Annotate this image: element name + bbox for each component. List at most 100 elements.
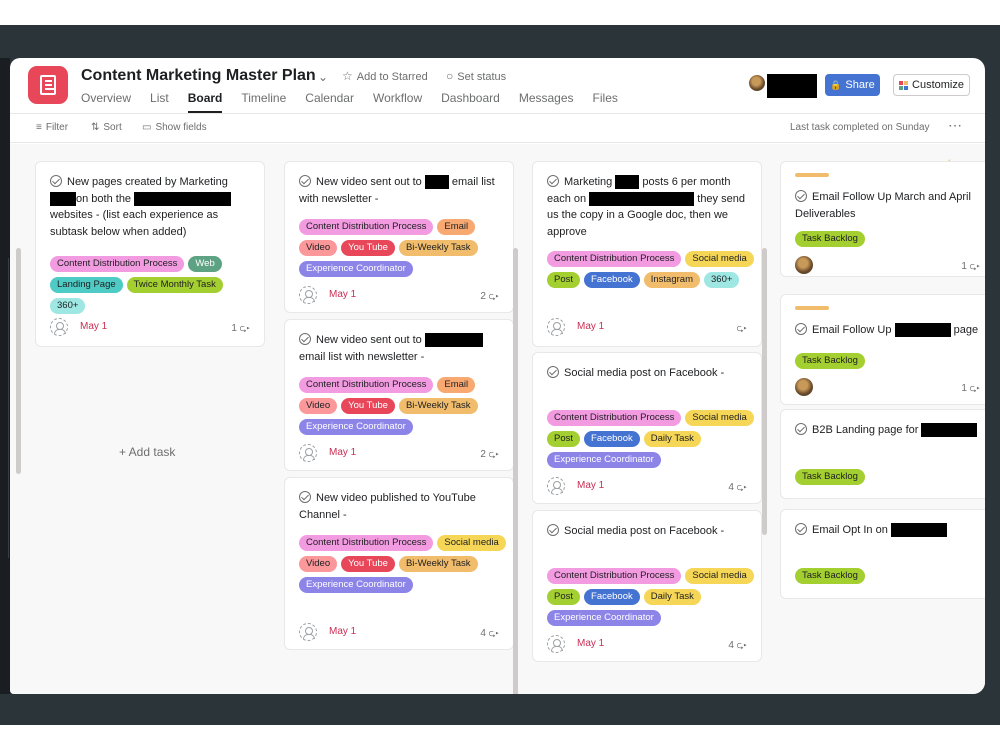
tag-web[interactable]: Web xyxy=(188,256,222,272)
column-scrollbar-youtube[interactable] xyxy=(513,248,518,694)
customize-button[interactable]: Customize xyxy=(893,74,970,96)
task-title[interactable]: Marketing posts 6 per month each on they… xyxy=(547,174,752,240)
tag-daily-task[interactable]: Daily Task xyxy=(643,589,701,605)
task-card[interactable]: New pages created by Marketing on both t… xyxy=(35,161,265,347)
tab-overview[interactable]: Overview xyxy=(81,91,132,105)
tag-video[interactable]: Video xyxy=(299,240,338,256)
task-title[interactable]: B2B Landing page for xyxy=(795,422,985,439)
task-card[interactable]: Email Opt In on Task Backlog xyxy=(780,509,985,599)
due-date[interactable]: May 1 xyxy=(329,447,357,458)
tag-task-backlog[interactable]: Task Backlog xyxy=(795,353,865,369)
tab-list[interactable]: List xyxy=(150,91,169,105)
task-card[interactable]: Social media post on Facebook - Content D… xyxy=(532,352,762,504)
task-card[interactable]: New video sent out to email list with ne… xyxy=(284,319,514,471)
due-date[interactable]: May 1 xyxy=(577,321,605,332)
tag-content-distribution-process[interactable]: Content Distribution Process xyxy=(299,219,434,235)
tag-experience-coordinator[interactable]: Experience Coordinator xyxy=(547,452,661,468)
task-title[interactable]: New video published to YouTube Channel - xyxy=(299,490,504,523)
tag-content-distribution-process[interactable]: Content Distribution Process xyxy=(299,535,434,551)
tag-task-backlog[interactable]: Task Backlog xyxy=(795,231,865,247)
tag-content-distribution-process[interactable]: Content Distribution Process xyxy=(547,251,682,267)
subtask-count[interactable]: 4 ⮎▸ xyxy=(480,626,499,642)
complete-checkmark-icon[interactable] xyxy=(795,190,807,202)
tag-content-distribution-process[interactable]: Content Distribution Process xyxy=(547,568,682,584)
complete-checkmark-icon[interactable] xyxy=(795,523,807,535)
due-date[interactable]: May 1 xyxy=(329,289,357,300)
tag-360[interactable]: 360+ xyxy=(50,298,86,314)
tag-bi-weekly-task[interactable]: Bi-Weekly Task xyxy=(398,240,478,256)
tag-social-media[interactable]: Social media xyxy=(685,568,754,584)
assignee-avatar[interactable] xyxy=(795,378,813,396)
subtask-count[interactable]: 2 ⮎▸ xyxy=(480,447,499,463)
add-to-starred-button[interactable]: ☆ Add to Starred xyxy=(342,69,428,83)
task-card[interactable]: New video sent out to email list with ne… xyxy=(284,161,514,313)
tag-social-media[interactable]: Social media xyxy=(437,535,506,551)
task-title[interactable]: Email Opt In on xyxy=(795,522,985,539)
task-title[interactable]: Social media post on Facebook - xyxy=(547,523,752,540)
subtask-count[interactable]: ⮎▸ xyxy=(736,321,747,337)
tag-facebook[interactable]: Facebook xyxy=(584,272,640,288)
complete-checkmark-icon[interactable] xyxy=(795,423,807,435)
due-date[interactable]: May 1 xyxy=(577,638,605,649)
due-date[interactable]: May 1 xyxy=(329,626,357,637)
add-task-button[interactable]: + Add task xyxy=(119,445,176,459)
tab-timeline[interactable]: Timeline xyxy=(241,91,287,105)
subtask-count[interactable]: 1 ⮎▸ xyxy=(961,259,980,275)
sort-button[interactable]: ⇅ Sort xyxy=(91,122,122,133)
tag-experience-coordinator[interactable]: Experience Coordinator xyxy=(299,261,413,277)
tag-experience-coordinator[interactable]: Experience Coordinator xyxy=(299,577,413,593)
tag-experience-coordinator[interactable]: Experience Coordinator xyxy=(299,419,413,435)
task-title[interactable]: Email Follow Up March and April Delivera… xyxy=(795,189,985,222)
tag-video[interactable]: Video xyxy=(299,556,338,572)
tag-post[interactable]: Post xyxy=(547,589,581,605)
tab-dashboard[interactable]: Dashboard xyxy=(441,91,500,105)
share-button[interactable]: 🔒 Share xyxy=(825,74,880,96)
set-status-button[interactable]: ○ Set status xyxy=(446,69,506,83)
task-title[interactable]: New pages created by Marketing on both t… xyxy=(50,174,255,240)
tag-you-tube[interactable]: You Tube xyxy=(341,398,395,414)
tag-twice-monthly-task[interactable]: Twice Monthly Task xyxy=(126,277,223,293)
tag-post[interactable]: Post xyxy=(547,431,581,447)
task-card[interactable]: New video published to YouTube Channel -… xyxy=(284,477,514,650)
task-title[interactable]: New video sent out to email list with ne… xyxy=(299,332,504,365)
tab-workflow[interactable]: Workflow xyxy=(372,91,423,105)
tag-content-distribution-process[interactable]: Content Distribution Process xyxy=(50,256,185,272)
assignee-placeholder-icon[interactable] xyxy=(547,318,565,336)
tag-social-media[interactable]: Social media xyxy=(685,251,754,267)
tag-social-media[interactable]: Social media xyxy=(685,410,754,426)
column-scrollbar-social[interactable] xyxy=(762,248,767,535)
tab-board[interactable]: Board xyxy=(187,91,223,113)
tag-content-distribution-process[interactable]: Content Distribution Process xyxy=(299,377,434,393)
tag-facebook[interactable]: Facebook xyxy=(584,431,640,447)
tag-you-tube[interactable]: You Tube xyxy=(341,240,395,256)
project-title[interactable]: Content Marketing Master Plan xyxy=(81,67,316,84)
complete-checkmark-icon[interactable] xyxy=(299,175,311,187)
subtask-count[interactable]: 4 ⮎▸ xyxy=(728,480,747,496)
tag-landing-page[interactable]: Landing Page xyxy=(50,277,123,293)
assignee-placeholder-icon[interactable] xyxy=(547,635,565,653)
complete-checkmark-icon[interactable] xyxy=(547,524,559,536)
complete-checkmark-icon[interactable] xyxy=(299,491,311,503)
tag-post[interactable]: Post xyxy=(547,272,581,288)
tag-bi-weekly-task[interactable]: Bi-Weekly Task xyxy=(398,556,478,572)
task-title[interactable]: New video sent out to email list with ne… xyxy=(299,174,504,207)
more-options-icon[interactable]: ⋯ xyxy=(948,117,963,133)
tag-you-tube[interactable]: You Tube xyxy=(341,556,395,572)
due-date[interactable]: May 1 xyxy=(577,480,605,491)
tag-email[interactable]: Email xyxy=(437,377,476,393)
tag-task-backlog[interactable]: Task Backlog xyxy=(795,568,865,584)
complete-checkmark-icon[interactable] xyxy=(795,323,807,335)
complete-checkmark-icon[interactable] xyxy=(547,366,559,378)
show-fields-button[interactable]: ▭ Show fields xyxy=(142,122,207,133)
tag-360[interactable]: 360+ xyxy=(704,272,740,288)
task-card[interactable]: Social media post on Facebook - Content D… xyxy=(532,510,762,662)
task-title[interactable]: Email Follow Up page xyxy=(795,322,985,339)
tag-bi-weekly-task[interactable]: Bi-Weekly Task xyxy=(398,398,478,414)
chevron-down-icon[interactable]: ⌄ xyxy=(318,70,329,84)
task-title[interactable]: Social media post on Facebook - xyxy=(547,365,752,382)
tab-calendar[interactable]: Calendar xyxy=(305,91,354,105)
task-card[interactable]: B2B Landing page for Task Backlog xyxy=(780,409,985,499)
subtask-count[interactable]: 4 ⮎▸ xyxy=(728,638,747,654)
complete-checkmark-icon[interactable] xyxy=(299,333,311,345)
task-card[interactable]: Email Follow Up March and April Delivera… xyxy=(780,161,985,277)
